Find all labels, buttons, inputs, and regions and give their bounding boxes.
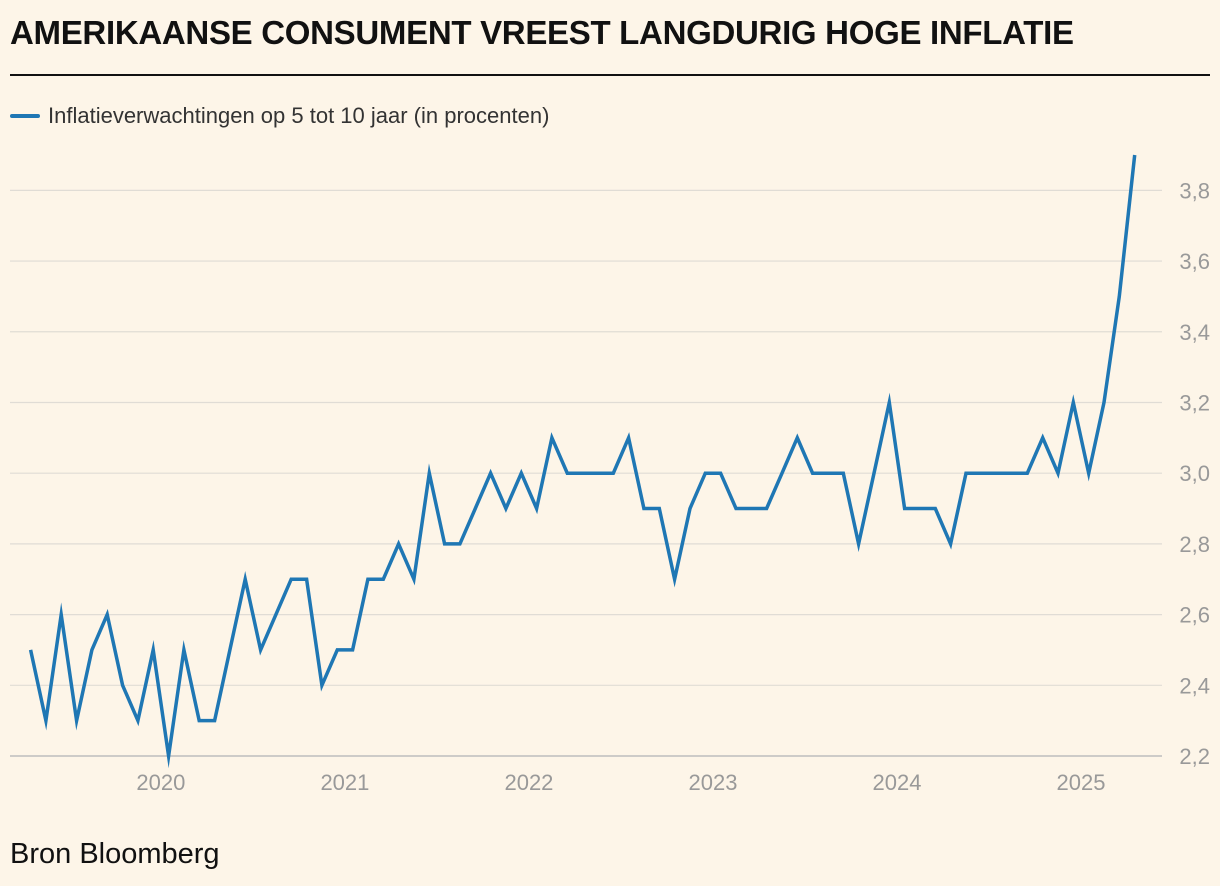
series-line: [28, 154, 1137, 769]
y-tick-label: 3,0: [1179, 461, 1210, 486]
x-tick-label: 2024: [873, 770, 922, 795]
series-lines: [28, 154, 1137, 769]
legend-label: Inflatieverwachtingen op 5 tot 10 jaar (…: [48, 103, 550, 128]
title-divider: [10, 74, 1210, 76]
y-tick-label: 2,8: [1179, 532, 1210, 557]
x-tick-label: 2020: [136, 770, 185, 795]
chart-legend: Inflatieverwachtingen op 5 tot 10 jaar (…: [10, 102, 549, 130]
y-tick-label: 2,6: [1179, 603, 1210, 628]
axis-labels: 2,2 2,4 2,6 2,8 3,0 3,2 3,4 3,6 3,8 2020 2021 2022 2…: [136, 178, 1210, 795]
chart-title: AMERIKAANSE CONSUMENT VREEST LANGDURIG H…: [10, 14, 1074, 51]
y-tick-label: 3,2: [1179, 390, 1210, 415]
y-tick-label: 3,4: [1179, 320, 1210, 345]
y-tick-label: 2,2: [1179, 744, 1210, 769]
x-tick-label: 2022: [504, 770, 553, 795]
y-tick-label: 3,6: [1179, 249, 1210, 274]
x-tick-label: 2021: [320, 770, 369, 795]
x-tick-label: 2023: [689, 770, 738, 795]
source-note: Bron Bloomberg: [10, 838, 220, 870]
y-tick-label: 2,4: [1179, 673, 1210, 698]
x-tick-label: 2025: [1057, 770, 1106, 795]
y-tick-label: 3,8: [1179, 178, 1210, 203]
legend-swatch: [10, 114, 40, 118]
